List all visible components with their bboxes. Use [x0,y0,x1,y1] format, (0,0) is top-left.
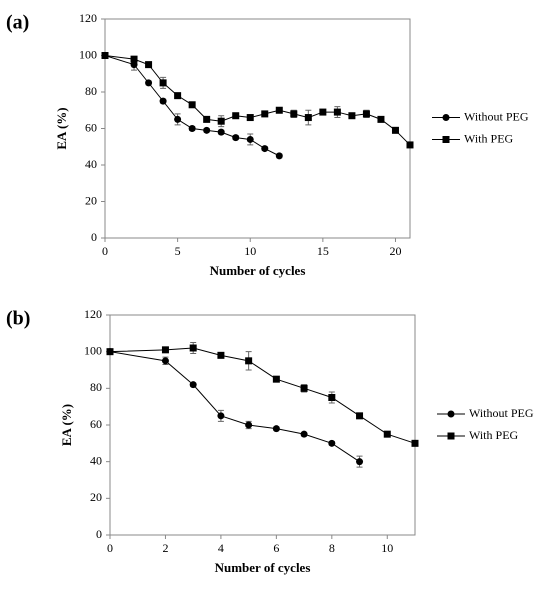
marker [159,97,167,105]
plot-frame [109,314,416,536]
marker [300,430,308,438]
marker [272,375,280,383]
x-tick-label: 6 [273,541,279,555]
series-line [104,55,411,146]
x-tick-label: 4 [218,541,224,555]
x-axis-label: Number of cycles [215,560,311,575]
panel-label: (a) [6,12,29,34]
legend-marker [442,114,450,121]
marker [319,108,327,116]
x-tick-label: 5 [175,244,181,258]
marker [328,439,336,447]
x-tick-label: 10 [381,541,393,555]
x-tick-label: 0 [102,244,108,258]
legend-label: Without PEG [464,109,529,123]
panel-label: (b) [6,308,30,330]
marker [300,384,308,392]
x-tick-label: 15 [317,244,329,258]
marker [203,115,211,123]
y-tick-label: 0 [96,527,102,541]
y-axis-label: EA (%) [59,404,74,446]
marker [161,357,169,365]
marker [101,52,109,59]
y-tick-label: 20 [90,490,102,504]
marker [217,351,225,359]
y-tick-label: 60 [90,417,102,431]
legend-marker [447,432,455,440]
marker [189,344,197,352]
marker [290,110,298,118]
marker [246,135,254,143]
marker [411,439,419,447]
marker [203,126,211,134]
marker [391,126,399,134]
marker [189,381,197,389]
series-line [109,351,360,463]
plot-frame [104,18,411,239]
y-tick-label: 80 [85,84,97,98]
legend-marker [447,410,455,418]
marker [174,115,182,123]
marker [159,79,167,87]
x-tick-label: 2 [162,541,168,555]
marker [348,112,356,120]
marker [188,101,196,109]
marker [145,61,153,69]
marker [217,128,225,136]
x-tick-label: 20 [389,244,401,258]
y-tick-label: 20 [85,193,97,207]
marker [362,110,370,118]
marker [161,346,169,354]
marker [383,430,391,438]
x-tick-label: 0 [107,541,113,555]
marker [272,425,280,433]
y-tick-label: 40 [85,157,97,171]
marker [275,106,283,114]
marker [406,141,414,149]
y-tick-label: 0 [91,230,97,244]
y-tick-label: 80 [90,380,102,394]
marker [130,55,138,63]
marker [261,145,269,153]
marker [106,348,114,356]
legend-label: With PEG [469,428,519,442]
legend-marker [442,136,450,143]
marker [328,394,336,401]
marker [232,112,240,120]
marker [333,108,341,116]
marker [130,61,138,69]
y-axis-label: EA (%) [54,107,69,149]
marker [261,110,269,118]
marker [245,357,253,365]
legend-label: With PEG [464,131,514,145]
legend-label: Without PEG [469,406,534,420]
marker [145,79,153,87]
y-tick-label: 60 [85,120,97,134]
marker [217,412,225,420]
series-line [109,347,416,444]
marker [217,117,225,125]
y-tick-label: 120 [79,11,97,25]
marker [245,421,253,429]
x-axis-label: Number of cycles [210,263,306,278]
marker [356,412,364,420]
y-tick-label: 100 [84,343,102,357]
y-tick-label: 100 [79,47,97,61]
marker [304,114,312,122]
marker [275,152,283,160]
marker [246,114,254,122]
marker [174,92,182,100]
x-tick-label: 8 [329,541,335,555]
x-tick-label: 10 [244,244,256,258]
marker [188,125,196,132]
marker [377,115,385,123]
marker [232,134,240,142]
y-tick-label: 120 [84,307,102,321]
marker [356,458,364,466]
y-tick-label: 40 [90,453,102,467]
